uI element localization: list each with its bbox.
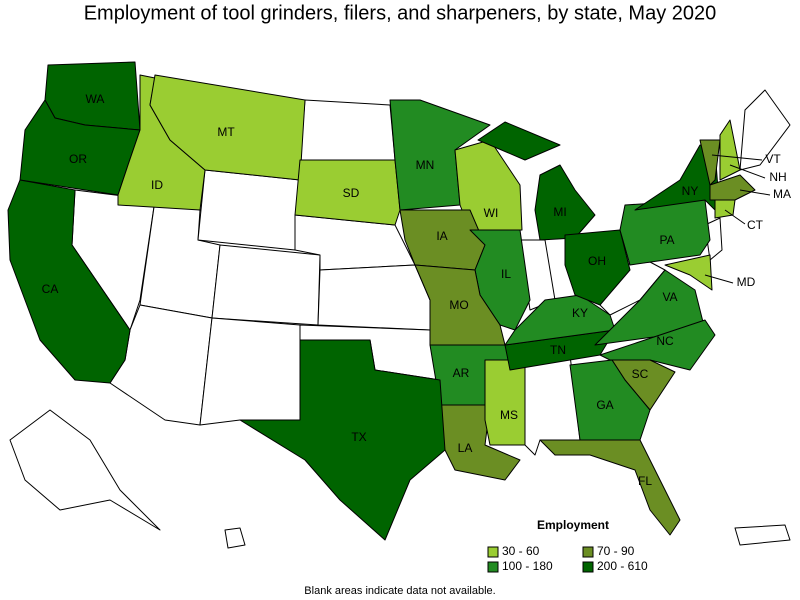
state-label: CA xyxy=(42,282,59,296)
leader-line xyxy=(729,164,766,179)
leader-line xyxy=(711,154,763,161)
state-blank xyxy=(197,169,301,251)
legend-swatch xyxy=(487,546,499,558)
legend-label: 70 - 90 xyxy=(597,544,635,558)
state xyxy=(484,359,526,446)
state-label: MT xyxy=(217,125,235,139)
state-label: NY xyxy=(682,184,699,198)
footnote: Blank areas indicate data not available. xyxy=(304,585,495,597)
state xyxy=(699,139,721,186)
state-label: WI xyxy=(484,206,499,220)
state xyxy=(477,121,596,241)
state-label: SD xyxy=(343,186,360,200)
state xyxy=(664,254,713,291)
state-blank xyxy=(211,244,321,326)
state-label: VT xyxy=(765,152,781,166)
state-label: CT xyxy=(747,218,764,232)
state-label: AR xyxy=(453,366,470,380)
state-label: MA xyxy=(773,187,791,201)
state-blank xyxy=(224,527,246,549)
state-blank xyxy=(317,264,431,331)
state-label: OR xyxy=(69,152,87,166)
state-blank xyxy=(199,317,301,426)
state-label: ID xyxy=(151,178,163,192)
state xyxy=(539,439,681,536)
state xyxy=(719,119,741,181)
state-label: GA xyxy=(596,398,613,412)
state-label: TX xyxy=(351,430,366,444)
leader-lines xyxy=(704,154,771,284)
state-blank xyxy=(9,409,161,531)
state-label: MN xyxy=(416,158,435,172)
state xyxy=(709,174,756,201)
state-label: TN xyxy=(550,343,566,357)
state-labels: WA OR CA ID MT SD MN WI MI IA IL MO AR L… xyxy=(42,92,791,488)
state-label: KY xyxy=(572,306,588,320)
state xyxy=(414,264,506,346)
legend: Employment 30 - 60 70 - 90 100 - 180 200… xyxy=(487,518,648,573)
legend-title: Employment xyxy=(537,518,609,532)
state-label: OH xyxy=(588,254,606,268)
state-label: NC xyxy=(656,334,674,348)
state-label: IL xyxy=(501,267,511,281)
state-label: SC xyxy=(632,367,649,381)
data-states xyxy=(7,61,756,541)
state-label: PA xyxy=(659,233,674,247)
state-label: MS xyxy=(500,408,518,422)
state-label: VA xyxy=(662,290,677,304)
state-label: WA xyxy=(86,92,105,106)
state-label: MD xyxy=(737,275,756,289)
leader-line xyxy=(724,209,746,225)
state-label: NH xyxy=(769,170,786,184)
state-label: MI xyxy=(553,205,566,219)
state-label: MO xyxy=(449,298,468,312)
state-label: LA xyxy=(458,441,473,455)
legend-label: 30 - 60 xyxy=(502,544,540,558)
state-label: IA xyxy=(436,229,447,243)
legend-swatch xyxy=(487,561,499,573)
state xyxy=(7,179,131,384)
state xyxy=(149,74,306,181)
state xyxy=(504,294,616,346)
state-label: FL xyxy=(638,474,652,488)
leader-line xyxy=(739,189,771,196)
state-blank xyxy=(299,99,396,161)
state xyxy=(294,159,401,226)
legend-swatch xyxy=(582,561,594,573)
leader-line xyxy=(704,274,734,284)
state-blank xyxy=(739,89,791,171)
legend-label: 200 - 610 xyxy=(597,559,648,573)
legend-label: 100 - 180 xyxy=(502,559,553,573)
legend-swatch xyxy=(582,546,594,558)
title: Employment of tool grinders, filers, and… xyxy=(84,2,717,24)
state-blank xyxy=(734,524,791,546)
state-blank xyxy=(704,217,723,261)
state xyxy=(239,339,446,541)
